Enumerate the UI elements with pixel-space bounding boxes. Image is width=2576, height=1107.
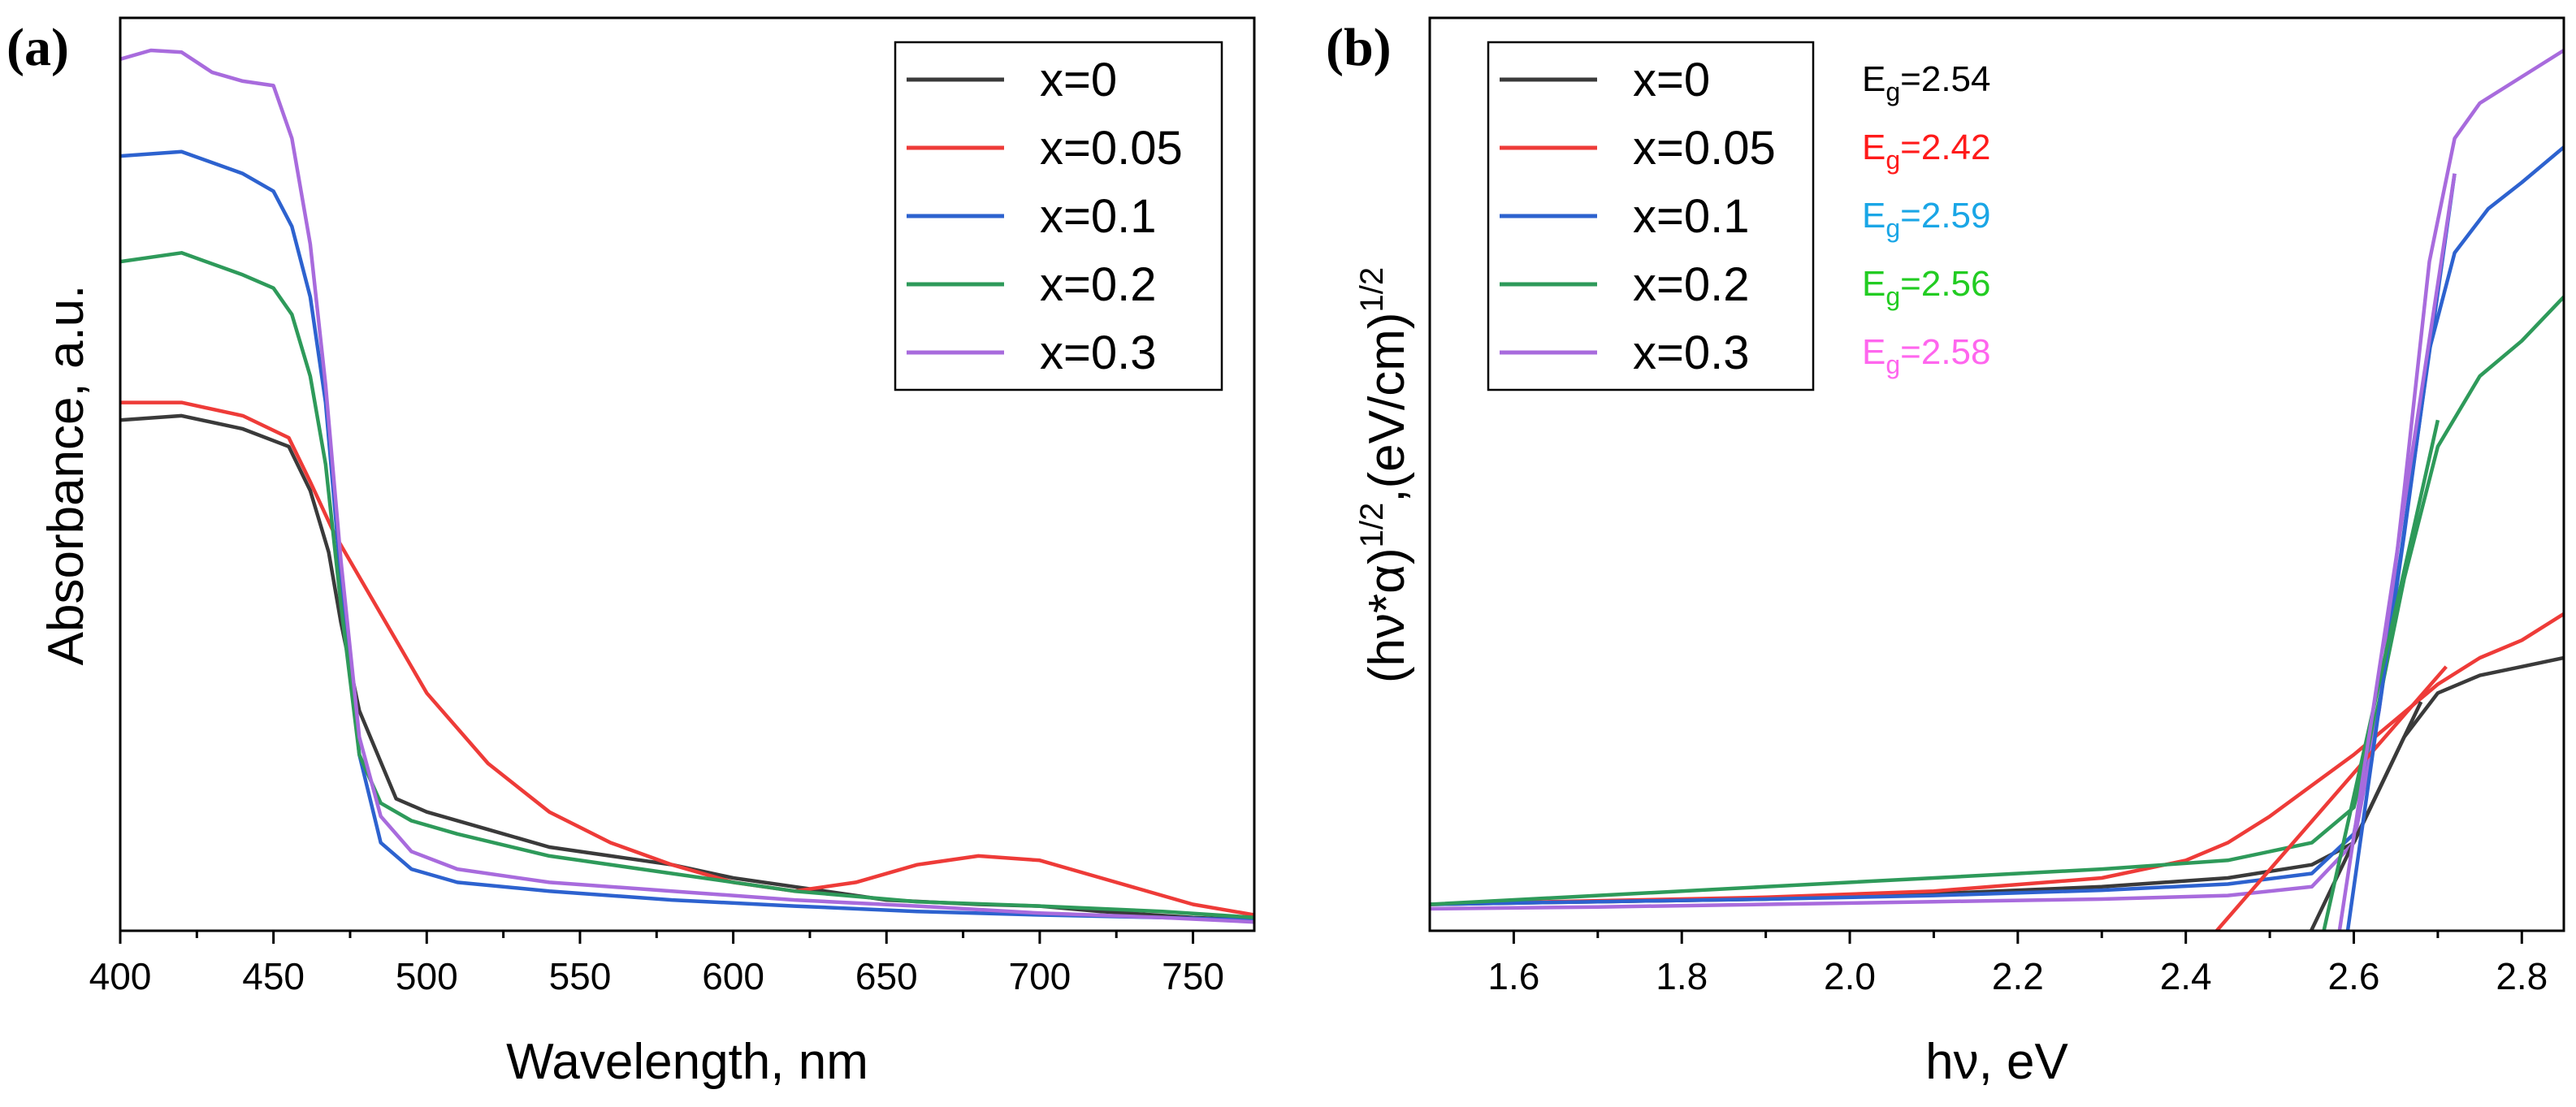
panel-a-series-x-0-3 (120, 48, 1254, 924)
panel-b-x-tick-label: 2.8 (2496, 955, 2548, 997)
panel-a-x-tick-label: 400 (89, 955, 152, 997)
panel-a-x-tick-label: 750 (1162, 955, 1224, 997)
panel-a-frame (119, 16, 1256, 932)
panel-a-series-x-0 (120, 413, 1254, 923)
panel-b: (b) 1.6 1.8 2.0 2.2 2.4 2.6 2.8 hν, eV (hν*α)1… (1326, 16, 2565, 1090)
panel-b-eg-annotation: Eg=2.56 (1862, 264, 1991, 311)
panel-a-legend-label-x-0-05: x=0.05 (1040, 122, 1183, 175)
panel-b-legend: x=0 x=0.05 x=0.1 x=0.2 x=0.3 (1487, 41, 1815, 391)
panel-b-fit-line-x-0-2 (2322, 419, 2440, 931)
panel-a-label: (a) (6, 18, 69, 77)
panel-a-x-tick-label: 500 (396, 955, 458, 997)
panel-a-x-tick-label: 700 (1009, 955, 1072, 997)
panel-b-series-x-0 (1430, 655, 2564, 906)
panel-b-x-tick-label: 2.4 (2160, 955, 2212, 997)
panel-b-fit-line-x-0-05 (2214, 665, 2448, 931)
panel-a-series-x-0-2 (120, 251, 1254, 919)
panel-b-legend-label-x-0-3: x=0.3 (1633, 326, 1750, 379)
panel-b-legend-label-x-0-1: x=0.1 (1633, 190, 1750, 243)
panel-b-frame (1428, 16, 2565, 932)
panel-b-label: (b) (1326, 18, 1392, 77)
panel-a-x-tick-label: 650 (855, 955, 918, 997)
panel-b-x-tick-label: 2.6 (2328, 955, 2380, 997)
panel-b-x-ticks: 1.6 1.8 2.0 2.2 2.4 2.6 2.8 (1487, 931, 2548, 997)
panel-a-legend-label-x-0-3: x=0.3 (1040, 326, 1157, 379)
panel-b-eg-annotation: Eg=2.58 (1862, 332, 1991, 379)
panel-a-x-tick-label: 600 (702, 955, 764, 997)
panel-a-x-ticks: 400 450 500 550 600 650 700 750 (89, 931, 1224, 997)
panel-b-y-label-sup1: 1/2 (1354, 503, 1390, 548)
panel-a-x-tick-label: 550 (549, 955, 612, 997)
panel-b-series-x-0-05 (1430, 612, 2564, 906)
panel-b-y-axis-label: (hν*α)1/2,(eV/cm)1/2 (1354, 267, 1415, 683)
panel-a-series-x-0-1 (120, 149, 1254, 923)
panel-a: (a) 400 450 500 550 600 650 700 750 Wavelength,… (6, 16, 1256, 1090)
panel-a-legend-label-x-0-2: x=0.2 (1040, 258, 1157, 311)
panel-a-plot-area (120, 48, 1254, 924)
panel-b-legend-label-x-0: x=0 (1633, 54, 1710, 106)
panel-a-series-x-0-05 (120, 400, 1254, 917)
panel-b-y-label-part1: (hν*α) (1359, 547, 1415, 683)
panel-b-eg-annotations: Eg=2.54 Eg=2.42 Eg=2.59 Eg=2.56 Eg=2.58 (1862, 59, 1991, 379)
panel-a-x-axis-label: Wavelength, nm (506, 1034, 868, 1090)
panel-b-x-tick-label: 2.2 (1992, 955, 2044, 997)
panel-b-x-tick-label: 1.6 (1487, 955, 1539, 997)
panel-b-series-x-0-2 (1430, 295, 2564, 906)
panel-b-fit-line-x-0-3 (2337, 173, 2457, 931)
panel-a-legend-label-x-0-1: x=0.1 (1040, 190, 1157, 243)
panel-b-legend-label-x-0-2: x=0.2 (1633, 258, 1750, 311)
panel-b-eg-annotation: Eg=2.54 (1862, 59, 1991, 106)
panel-a-legend: x=0 x=0.05 x=0.1 x=0.2 x=0.3 (894, 41, 1223, 391)
panel-b-x-tick-label: 2.0 (1824, 955, 1876, 997)
panel-b-x-tick-label: 1.8 (1656, 955, 1708, 997)
panel-b-y-label-part2: ,(eV/cm) (1359, 313, 1415, 503)
panel-b-x-axis-label: hν, eV (1925, 1034, 2068, 1090)
panel-a-legend-label-x-0: x=0 (1040, 54, 1117, 106)
panel-a-y-axis-label: Absorbance, a.u. (38, 285, 94, 666)
panel-b-eg-annotation: Eg=2.42 (1862, 128, 1991, 175)
panel-b-y-label-sup2: 1/2 (1354, 267, 1390, 313)
panel-b-legend-label-x-0-05: x=0.05 (1633, 122, 1776, 175)
panel-b-eg-annotation: Eg=2.59 (1862, 196, 1991, 243)
panel-b-plot-area (1430, 49, 2564, 931)
panel-a-x-tick-label: 450 (242, 955, 305, 997)
